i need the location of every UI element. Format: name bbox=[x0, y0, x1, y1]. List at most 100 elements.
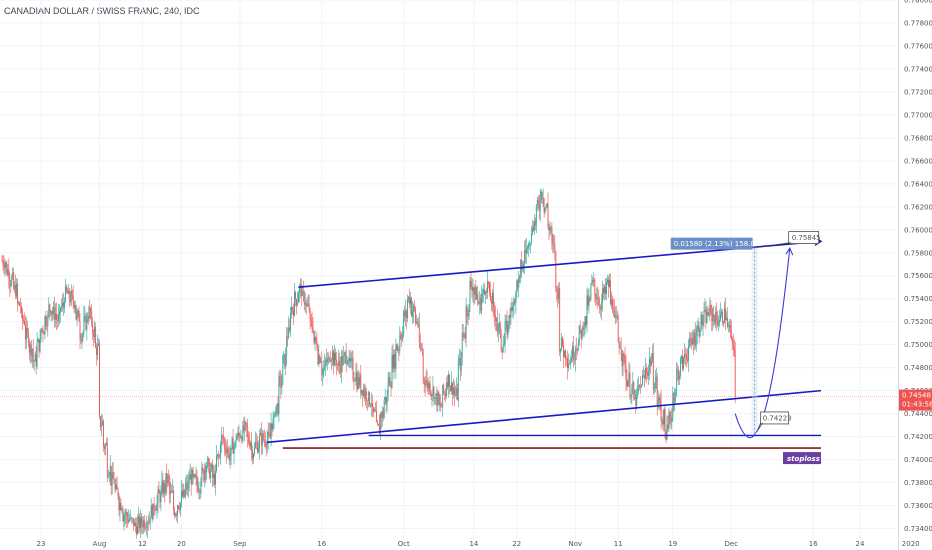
candle-body bbox=[385, 397, 387, 404]
candle-body bbox=[194, 474, 196, 477]
candle-body bbox=[319, 355, 321, 363]
time-tick-label: 14 bbox=[469, 540, 478, 548]
candle-body bbox=[363, 388, 365, 396]
candle-body bbox=[147, 523, 149, 524]
candle-body bbox=[239, 435, 241, 438]
candle-body bbox=[317, 347, 319, 364]
candle-body bbox=[571, 346, 573, 358]
candle-body bbox=[632, 382, 634, 388]
candle-body bbox=[14, 285, 16, 289]
chart-title: CANADIAN DOLLAR / SWISS FRANC, 240, IDC bbox=[4, 6, 200, 16]
candle-body bbox=[484, 289, 486, 295]
candle-body bbox=[154, 508, 156, 511]
candle-body bbox=[657, 401, 659, 405]
candle-body bbox=[477, 293, 479, 304]
candle-body bbox=[68, 290, 70, 300]
candle-body bbox=[287, 336, 289, 339]
candle-body bbox=[594, 279, 596, 294]
lower-channel-line bbox=[267, 389, 822, 444]
candle-body bbox=[532, 227, 534, 231]
candle-body bbox=[11, 277, 13, 285]
candle-body bbox=[280, 377, 282, 388]
candle-body bbox=[546, 203, 548, 207]
candle-body bbox=[611, 299, 613, 310]
candle-body bbox=[337, 360, 339, 366]
candle-body bbox=[64, 286, 66, 302]
candle-body bbox=[67, 290, 69, 294]
candle-body bbox=[717, 319, 719, 326]
time-axis[interactable]: 23 Aug 12 20 Sep 16 Oct 14 22 Nov 11 19 Dec 16 24 2020 bbox=[0, 540, 920, 550]
candle-body bbox=[289, 327, 291, 331]
candle-body bbox=[56, 313, 58, 321]
candle-body bbox=[83, 316, 85, 334]
candle-body bbox=[333, 351, 334, 366]
candle-body bbox=[699, 329, 701, 337]
candle-body bbox=[563, 345, 565, 358]
candle-body bbox=[65, 286, 67, 292]
candle-body bbox=[9, 277, 11, 287]
candle-body bbox=[79, 321, 81, 340]
time-tick-label: 24 bbox=[856, 540, 865, 548]
candle-body bbox=[85, 315, 87, 330]
candle-body bbox=[309, 309, 311, 319]
candle-body bbox=[687, 345, 689, 361]
candle-body bbox=[335, 352, 336, 360]
candle-body bbox=[121, 508, 123, 510]
candle-body bbox=[589, 298, 591, 300]
candle-body bbox=[640, 387, 642, 389]
candle-body bbox=[468, 304, 470, 317]
price-tick-label: 0.73400 bbox=[904, 525, 932, 533]
price-tick-label: 0.76800 bbox=[904, 134, 932, 142]
candle-body bbox=[135, 522, 137, 527]
candle-body bbox=[125, 511, 127, 516]
candle-body bbox=[693, 332, 695, 345]
candle-body bbox=[396, 344, 398, 351]
candle-body bbox=[283, 353, 285, 356]
candle-body bbox=[592, 280, 594, 282]
candle-body bbox=[4, 262, 6, 268]
candle-body bbox=[249, 442, 251, 447]
candle-body bbox=[547, 203, 549, 228]
candle-body bbox=[210, 469, 212, 479]
candle-body bbox=[554, 243, 556, 252]
candle-body bbox=[710, 305, 712, 308]
candle-body bbox=[345, 352, 347, 364]
candle-body bbox=[58, 314, 59, 321]
candle-body bbox=[672, 393, 674, 418]
candle-body bbox=[183, 489, 185, 497]
candle-body bbox=[698, 325, 700, 337]
candle-body bbox=[650, 360, 652, 366]
candle-body bbox=[631, 387, 633, 396]
candle-body bbox=[166, 473, 168, 484]
candle-body bbox=[145, 527, 147, 529]
candle-body bbox=[232, 438, 234, 454]
candle-body bbox=[369, 392, 371, 405]
current-price-label: 0.74548 bbox=[902, 392, 931, 400]
candle-body bbox=[377, 424, 379, 426]
candle-body bbox=[478, 303, 480, 305]
candle-body bbox=[373, 406, 374, 412]
candle-body bbox=[700, 314, 702, 330]
candle-body bbox=[139, 516, 140, 529]
candle-body bbox=[567, 358, 568, 369]
price-tick-label: 0.74000 bbox=[904, 456, 932, 464]
candle-body bbox=[436, 393, 438, 405]
candle-body bbox=[101, 420, 103, 426]
price-axis[interactable]: 0.73400 0.73600 0.73800 0.74000 0.74200 0.744… bbox=[898, 0, 932, 550]
candle-body bbox=[5, 262, 7, 268]
candle-body bbox=[582, 328, 584, 330]
price-tick-label: 0.75800 bbox=[904, 249, 932, 257]
candle-body bbox=[156, 502, 158, 511]
candle-body bbox=[171, 491, 173, 493]
candle-body bbox=[142, 520, 144, 527]
candle-body bbox=[290, 313, 292, 331]
candle-body bbox=[103, 446, 105, 449]
candle-body bbox=[593, 279, 595, 282]
candle-body bbox=[552, 243, 554, 244]
price-tick-label: 0.77200 bbox=[904, 88, 932, 96]
candle-body bbox=[374, 409, 376, 411]
price-tick-label: 0.75400 bbox=[904, 295, 932, 303]
candle-body bbox=[545, 206, 547, 208]
candle-body bbox=[420, 348, 422, 350]
